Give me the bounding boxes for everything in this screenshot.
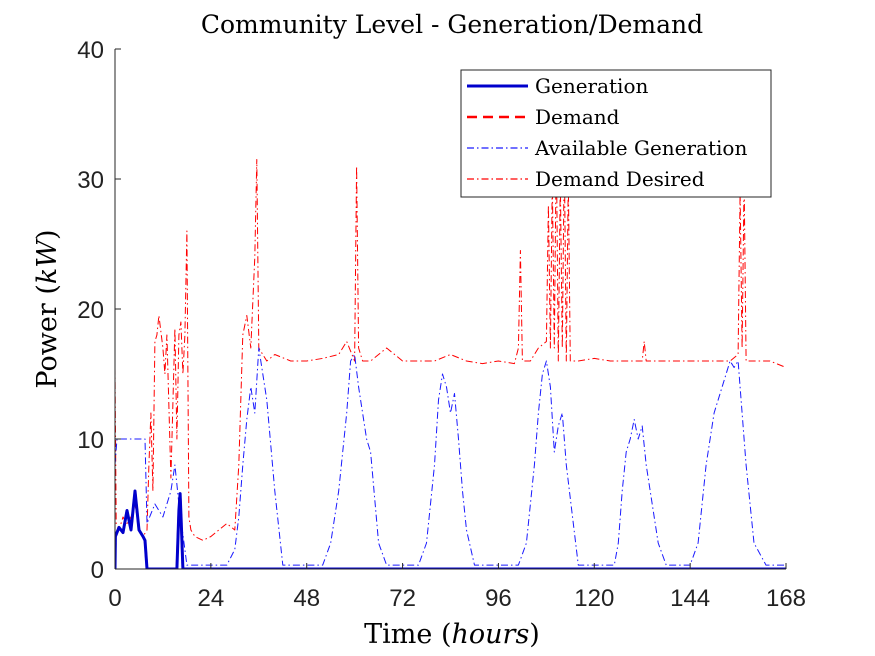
x-axis-label-text: Time (	[364, 619, 451, 650]
y-axis-label-close: )	[32, 229, 63, 240]
series-layer	[115, 139, 786, 569]
chart-title: Community Level - Generation/Demand	[201, 10, 703, 39]
legend-entries: Generation Demand Available Generation Dema…	[467, 74, 747, 191]
y-axis-label-text: Power (	[32, 284, 63, 388]
legend-label: Demand Desired	[535, 167, 705, 191]
series-line-demand-desired	[115, 139, 786, 541]
legend-box	[460, 69, 772, 198]
x-axis-label-unit: hours	[452, 619, 530, 650]
x-tick-label: 144	[670, 585, 710, 612]
legend-label: Available Generation	[534, 136, 747, 160]
x-tick-label: 72	[389, 585, 416, 612]
series-line-generation	[115, 489, 786, 569]
series-line-demand	[115, 489, 786, 569]
y-ticks: 0 10 20 30 40	[77, 37, 121, 584]
legend-label: Demand	[535, 105, 620, 129]
x-tick-label: 96	[485, 585, 512, 612]
legend-label: Generation	[535, 74, 648, 98]
y-tick-label: 30	[77, 167, 104, 194]
x-axis-label-close: )	[529, 619, 540, 650]
series-line-available-generation	[115, 347, 786, 566]
x-tick-label: 48	[293, 585, 320, 612]
y-tick-label: 0	[91, 557, 104, 584]
x-axis-label: Time (hours)	[364, 619, 540, 650]
x-ticks: 0 24 48 72 96 120 144 168	[108, 563, 806, 612]
y-tick-label: 20	[77, 297, 104, 324]
x-tick-label: 24	[198, 585, 225, 612]
y-axis-label-unit: kW	[32, 238, 63, 284]
x-tick-label: 168	[766, 585, 806, 612]
x-tick-label: 120	[574, 585, 614, 612]
x-tick-label: 0	[108, 585, 121, 612]
y-tick-label: 40	[77, 37, 104, 64]
y-tick-label: 10	[77, 427, 104, 454]
legend: Generation Demand Available Generation Dema…	[460, 69, 772, 198]
y-axis-label: Power (kW)	[32, 229, 63, 388]
